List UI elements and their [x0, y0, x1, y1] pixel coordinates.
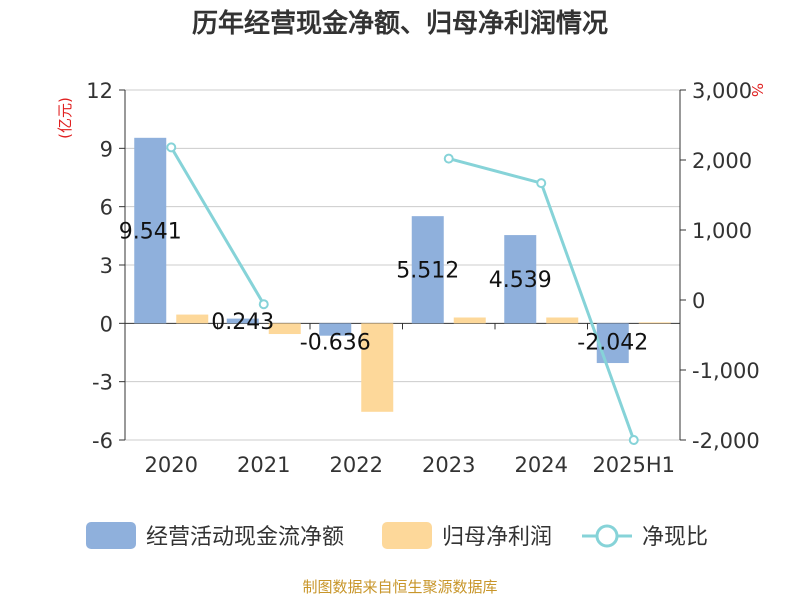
- data-labels: 9.541 0.243 -0.636 5.512 4.539 -2.042: [119, 220, 648, 356]
- bar-data-label: -0.636: [300, 330, 371, 355]
- bar-data-label: 0.243: [211, 310, 274, 335]
- ratio-point: [258, 299, 269, 310]
- ratio-point: [536, 178, 547, 189]
- bar-net-profit: [638, 322, 671, 324]
- legend-label: 净现比: [642, 525, 708, 550]
- bar-operating-cashflow: [226, 318, 259, 324]
- x-tick-label: 2023: [422, 453, 475, 477]
- bar-operating-cashflow: [319, 323, 352, 336]
- ratio-line: [169, 146, 266, 305]
- axes: 12 9 6 3 0 -3 -6 3,000 2,000 1,000 0 -1,000 -2,000 (亿…: [56, 79, 766, 477]
- ratio-point: [628, 435, 639, 445]
- y-right-unit: %: [748, 83, 766, 97]
- y-left-tick-label: 6: [100, 196, 113, 220]
- x-tick-label: 2024: [515, 453, 568, 477]
- bar-data-label: 9.541: [119, 220, 182, 245]
- x-tick-label: 2020: [145, 453, 198, 477]
- bar-net-profit: [546, 317, 579, 324]
- legend-label: 归母净利润: [442, 525, 552, 550]
- bar-operating-cashflow: [504, 235, 537, 324]
- y-left-tick-label: 3: [100, 254, 113, 278]
- y-right-tick-label: 2,000: [692, 149, 752, 173]
- y-right-tick-label: 0: [692, 289, 705, 313]
- x-tick-label: 2022: [330, 453, 383, 477]
- legend-item[interactable]: 归母净利润: [382, 522, 552, 550]
- legend-swatch: [382, 522, 432, 549]
- legend-swatch: [86, 522, 136, 549]
- bar-data-label: -2.042: [577, 330, 648, 355]
- y-right-tick-label: -1,000: [692, 359, 760, 383]
- bar-operating-cashflow: [134, 137, 167, 324]
- chart-title: 历年经营现金净额、归母净利润情况: [192, 8, 608, 39]
- legend-item[interactable]: 净现比: [582, 524, 708, 550]
- ratio-point: [443, 153, 454, 164]
- x-tick-label: 2025H1: [592, 453, 675, 477]
- bar-net-profit: [453, 317, 486, 324]
- y-left-tick-label: -3: [92, 371, 113, 395]
- legend-item[interactable]: 经营活动现金流净额: [86, 522, 344, 550]
- bar-operating-cashflow: [411, 216, 444, 324]
- y-left-tick-label: 12: [86, 79, 113, 103]
- y-right-tick-label: -2,000: [692, 429, 760, 453]
- bar-net-profit: [268, 323, 301, 335]
- ratio-point: [166, 142, 177, 153]
- bars: [134, 137, 671, 412]
- y-right-tick-label: 3,000: [692, 79, 752, 103]
- legend-label: 经营活动现金流净额: [146, 525, 344, 550]
- bar-data-label: 4.539: [489, 268, 552, 293]
- y-left-tick-label: -6: [92, 429, 113, 453]
- source-note: 制图数据来自恒生聚源数据库: [302, 578, 497, 596]
- ratio-line: [448, 157, 636, 441]
- legend-marker: [595, 524, 619, 548]
- legend: 经营活动现金流净额 归母净利润 净现比: [86, 522, 708, 550]
- grid-lines: [125, 89, 680, 441]
- bar-net-profit: [176, 314, 209, 324]
- y-left-tick-label: 9: [100, 137, 113, 161]
- x-tick-label: 2021: [237, 453, 290, 477]
- y-right-tick-label: 1,000: [692, 219, 752, 243]
- y-left-unit: (亿元): [56, 97, 74, 139]
- bar-data-label: 5.512: [396, 259, 459, 284]
- line-series: [166, 142, 639, 445]
- y-left-tick-label: 0: [100, 312, 113, 336]
- bar-net-profit: [361, 323, 394, 412]
